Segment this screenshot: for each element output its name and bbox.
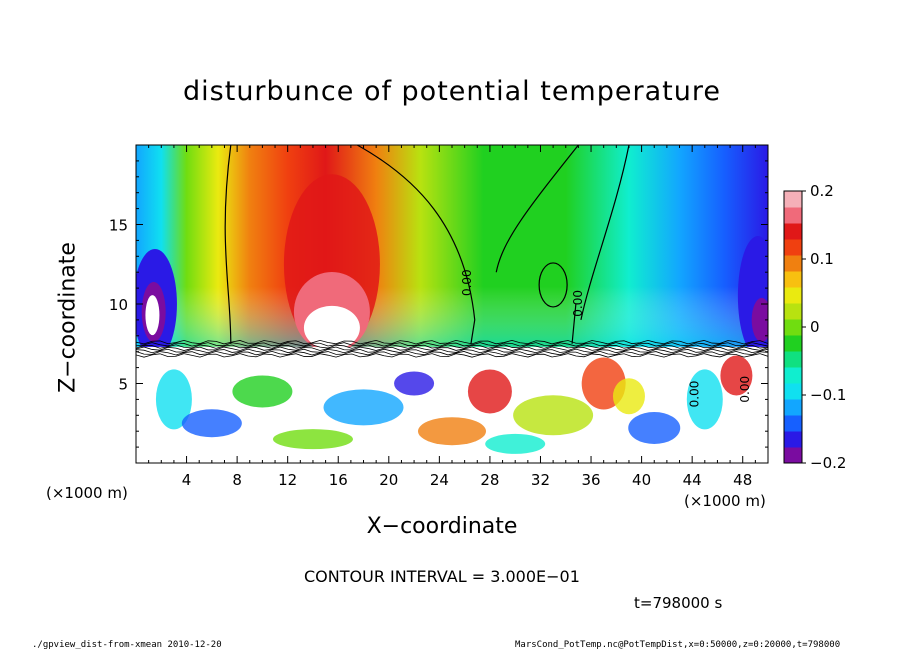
- colorbar-segment: [784, 319, 802, 336]
- interface-contour: [136, 353, 768, 358]
- x-axis-unit-right: (×1000 m): [684, 492, 766, 510]
- x-tick-label: 4: [182, 471, 192, 489]
- contour-label: 0.00: [738, 376, 752, 403]
- interface-contour: [136, 346, 768, 351]
- colorbar-segment: [784, 399, 802, 416]
- x-tick-label: 24: [430, 471, 449, 489]
- x-axis-label: X−coordinate: [366, 514, 518, 539]
- y-tick-label: 15: [109, 217, 128, 235]
- footer-script-name: ./gpview_dist-from-xmean 2010-12-20: [32, 640, 222, 650]
- colorbar-tick-label: 0.1: [810, 250, 834, 268]
- colorbar-segment: [784, 191, 802, 208]
- field-lower: [136, 346, 768, 463]
- warm-core-white: [303, 305, 360, 350]
- zero-contour-middle: [356, 145, 476, 344]
- colorbar-segment: [784, 351, 802, 368]
- x-tick-label: 16: [329, 471, 348, 489]
- colorbar-segment: [784, 223, 802, 240]
- zero-contour-right: [495, 145, 630, 321]
- colorbar-tick-label: −0.1: [810, 386, 846, 404]
- turbulent-patch: [686, 369, 723, 430]
- interface-contour: [136, 344, 768, 349]
- x-tick-label: 36: [581, 471, 600, 489]
- colorbar-segment: [784, 239, 802, 256]
- colorbar-segment: [784, 383, 802, 400]
- colorbar-segment: [784, 303, 802, 320]
- colorbar-tick-label: −0.2: [810, 454, 846, 472]
- x-tick-label: 28: [480, 471, 499, 489]
- turbulent-patch: [323, 389, 404, 426]
- x-tick-label: 12: [278, 471, 297, 489]
- contour-label: 0.00: [687, 381, 701, 408]
- colorbar-tick-label: 0: [810, 318, 820, 336]
- colorbar-segment: [784, 255, 802, 272]
- colorbar-segment: [784, 431, 802, 448]
- turbulent-patch: [418, 417, 486, 446]
- interface-contour: [136, 342, 768, 347]
- colorbar-segment: [784, 447, 802, 464]
- turbulent-patch: [272, 429, 353, 450]
- contour-label: 0.00: [460, 269, 474, 296]
- x-tick-label: 32: [531, 471, 550, 489]
- colorbar-segment: [784, 415, 802, 432]
- footer-data-source: MarsCond_PotTemp.nc@PotTempDist,x=0:5000…: [515, 640, 841, 650]
- interface-contour: [136, 350, 768, 356]
- turbulent-patch: [485, 433, 546, 454]
- zero-contour-bottom: [571, 303, 577, 344]
- y-tick-label: 10: [109, 296, 128, 314]
- field-upper-fade: [136, 145, 768, 347]
- interface-contour: [136, 348, 768, 354]
- cold-left-white: [145, 295, 160, 336]
- turbulent-patch: [394, 371, 435, 396]
- zero-contour-closed: [538, 262, 568, 308]
- colorbar-tick-label: 0.2: [810, 182, 834, 200]
- x-tick-label: 20: [379, 471, 398, 489]
- contour-label: 0.00: [571, 290, 585, 317]
- x-tick-label: 44: [683, 471, 702, 489]
- colorbar-segment: [784, 271, 802, 288]
- time-label: t=798000 s: [634, 594, 723, 612]
- zero-contour-left: [224, 145, 232, 344]
- x-tick-label: 48: [733, 471, 752, 489]
- turbulent-patch: [155, 369, 192, 430]
- colorbar-segment: [784, 207, 802, 224]
- chart-title: disturbunce of potential temperature: [183, 76, 721, 107]
- x-tick-label: 8: [232, 471, 242, 489]
- colorbar-segment: [784, 287, 802, 304]
- contour-interval-label: CONTOUR INTERVAL = 3.000E−01: [304, 567, 580, 586]
- cold-right-core: [751, 297, 768, 342]
- x-tick-label: 40: [632, 471, 651, 489]
- colorbar-segment: [784, 367, 802, 384]
- turbulent-patch: [467, 369, 512, 414]
- turbulent-patch: [612, 378, 645, 415]
- colorbar-segment: [784, 335, 802, 352]
- x-axis-unit-left: (×1000 m): [46, 484, 128, 502]
- interface-contour: [136, 339, 768, 345]
- y-tick-label: 5: [118, 376, 128, 394]
- turbulent-patch: [513, 395, 594, 436]
- turbulent-patch: [181, 409, 242, 438]
- turbulent-patch: [720, 355, 753, 396]
- turbulent-patch: [232, 375, 293, 408]
- turbulent-patch: [628, 412, 681, 445]
